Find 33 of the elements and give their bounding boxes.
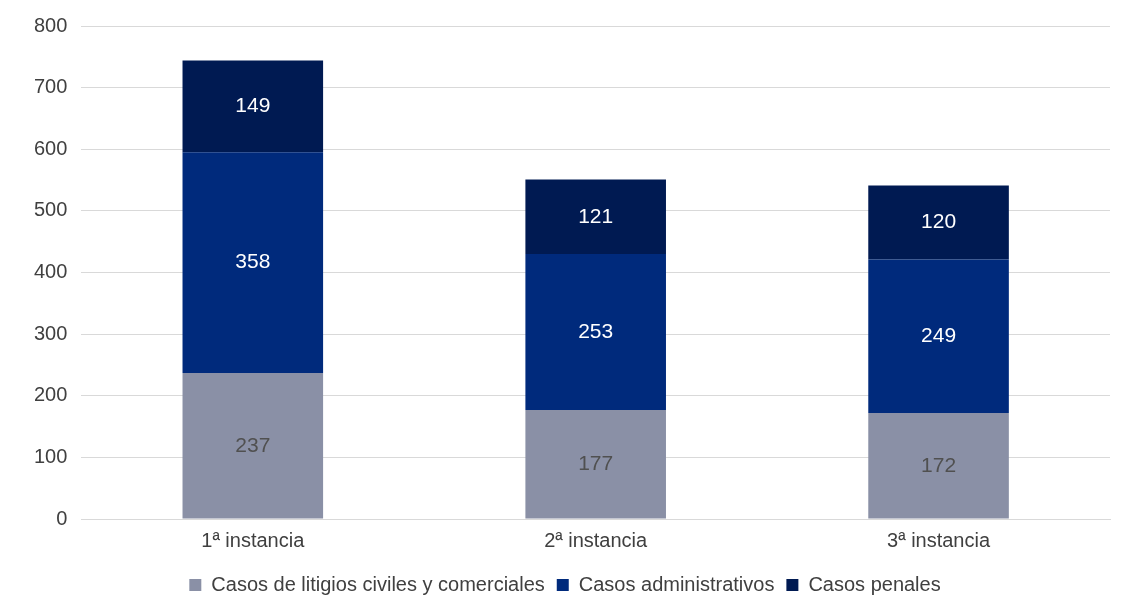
y-tick-label: 300 — [33, 321, 68, 344]
data-label: 358 — [235, 249, 271, 273]
bar — [182, 372, 324, 519]
x-tick-label: 3ª instancia — [887, 528, 991, 551]
bar — [525, 179, 666, 255]
data-label: 249 — [921, 323, 957, 347]
y-tick-label: 400 — [33, 260, 68, 283]
data-label: 172 — [921, 452, 957, 476]
y-tick-label: 100 — [33, 444, 68, 467]
data-label: 237 — [235, 432, 271, 456]
y-tick-label: 600 — [33, 136, 68, 159]
bar — [868, 185, 1009, 260]
data-label: 253 — [578, 318, 614, 342]
data-label: 121 — [578, 203, 614, 227]
y-tick-label: 0 — [56, 506, 68, 529]
y-tick-label: 500 — [33, 198, 68, 221]
x-tick-label: 2ª instancia — [544, 528, 649, 551]
x-tick-label: 1ª instancia — [201, 528, 306, 551]
y-tick-label: 800 — [33, 13, 68, 36]
legend-label: Casos penales — [808, 572, 941, 595]
data-label: 120 — [921, 209, 957, 233]
legend-label: Casos administrativos — [578, 572, 775, 595]
bar — [182, 152, 324, 373]
bar — [525, 409, 666, 519]
legend-label: Casos de litigios civiles y comerciales — [211, 572, 545, 595]
bar — [868, 413, 1009, 519]
bar — [525, 254, 666, 410]
bar — [182, 60, 324, 153]
y-tick-label: 200 — [33, 383, 68, 406]
data-label: 177 — [578, 451, 614, 475]
bar — [868, 259, 1009, 414]
data-label: 149 — [235, 93, 271, 117]
y-tick-label: 700 — [33, 75, 68, 98]
